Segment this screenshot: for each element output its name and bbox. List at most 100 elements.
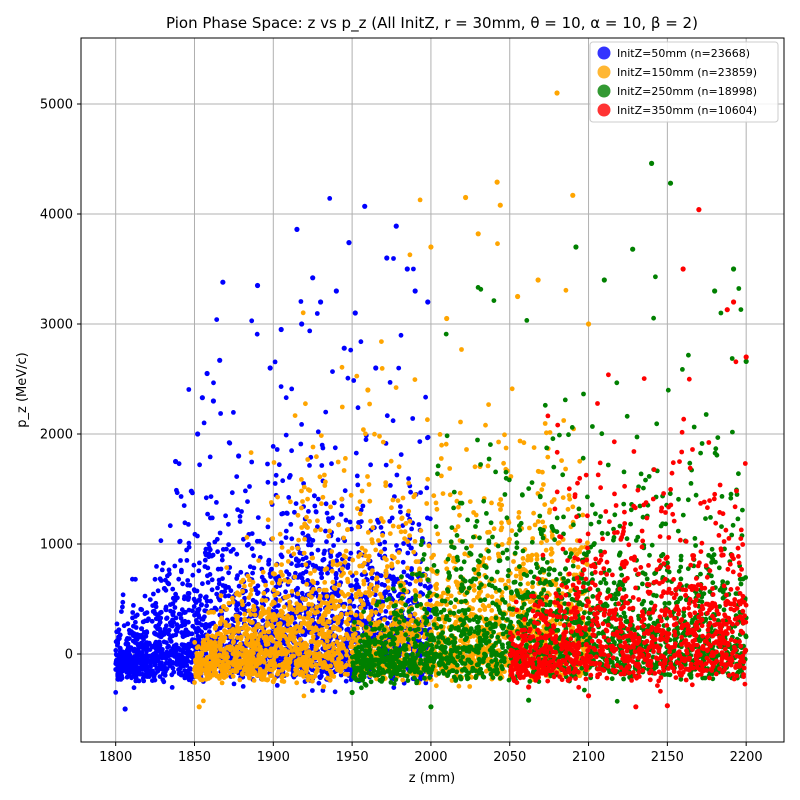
scatter-point: [400, 677, 406, 683]
scatter-point: [326, 518, 332, 524]
scatter-point: [237, 519, 243, 524]
scatter-point: [261, 590, 267, 596]
scatter-point: [418, 528, 424, 533]
scatter-point: [146, 616, 151, 622]
scatter-point: [197, 560, 202, 566]
scatter-point: [332, 606, 338, 611]
scatter-point: [549, 533, 555, 538]
scatter-point: [300, 499, 305, 504]
scatter-point: [151, 651, 157, 657]
scatter-point: [218, 636, 224, 642]
scatter-point: [124, 637, 129, 643]
scatter-point: [400, 495, 406, 501]
scatter-point: [348, 550, 354, 556]
scatter-point: [452, 604, 458, 610]
scatter-point: [302, 605, 308, 611]
scatter-point: [390, 497, 396, 503]
scatter-point: [185, 597, 191, 602]
scatter-point: [194, 656, 200, 662]
scatter-point: [347, 519, 353, 525]
scatter-point: [329, 549, 335, 554]
scatter-point: [139, 664, 144, 669]
scatter-point: [486, 402, 491, 407]
scatter-point: [369, 575, 375, 581]
scatter-point: [265, 479, 271, 485]
scatter-point: [348, 347, 354, 353]
scatter-point: [298, 441, 304, 447]
scatter-point: [520, 556, 526, 561]
scatter-point: [199, 650, 205, 656]
scatter-point: [266, 561, 271, 567]
scatter-point: [396, 550, 402, 555]
scatter-point: [234, 607, 240, 613]
scatter-point: [159, 649, 165, 655]
scatter-point: [129, 666, 135, 671]
scatter-point: [206, 541, 212, 547]
scatter-point: [547, 510, 552, 515]
scatter-point: [218, 593, 224, 599]
scatter-point: [385, 578, 391, 584]
scatter-point: [208, 598, 214, 604]
scatter-point: [291, 551, 297, 557]
scatter-point: [292, 413, 298, 418]
scatter-point: [282, 647, 288, 653]
scatter-point: [398, 504, 403, 509]
scatter-point: [190, 572, 196, 578]
scatter-point: [230, 640, 236, 645]
scatter-point: [354, 582, 360, 587]
scatter-point: [378, 608, 384, 614]
scatter-point: [306, 601, 312, 607]
scatter-point: [294, 601, 300, 606]
scatter-point: [214, 673, 220, 679]
scatter-point: [387, 380, 393, 385]
scatter-point: [388, 483, 393, 488]
scatter-point: [327, 634, 332, 639]
scatter-point: [354, 373, 360, 379]
scatter-point: [359, 614, 364, 620]
scatter-point: [139, 626, 145, 631]
scatter-point: [218, 608, 224, 614]
scatter-point: [135, 670, 141, 676]
scatter-point: [140, 671, 146, 677]
scatter-point: [113, 648, 119, 653]
scatter-point: [303, 401, 308, 407]
scatter-point: [262, 610, 268, 616]
scatter-point: [343, 548, 349, 554]
scatter-point: [164, 616, 169, 621]
scatter-point: [271, 611, 277, 617]
scatter-point: [173, 652, 179, 658]
scatter-point: [303, 555, 309, 561]
scatter-point: [407, 518, 413, 524]
scatter-point: [207, 454, 213, 460]
scatter-point: [286, 572, 292, 577]
scatter-point: [390, 523, 396, 529]
scatter-point: [202, 557, 208, 563]
scatter-point: [343, 678, 349, 684]
scatter-point: [339, 503, 345, 509]
scatter-point: [191, 604, 197, 609]
scatter-point: [482, 607, 488, 612]
scatter-point: [295, 585, 300, 591]
scatter-point: [279, 540, 284, 546]
scatter-point: [405, 550, 411, 556]
scatter-point: [335, 647, 341, 653]
scatter-point: [133, 576, 138, 582]
scatter-point: [310, 638, 315, 644]
scatter-point: [263, 582, 268, 588]
scatter-point: [208, 515, 213, 521]
scatter-point: [351, 378, 357, 383]
scatter-point: [527, 525, 532, 531]
scatter-point: [486, 555, 492, 561]
scatter-point: [234, 646, 240, 652]
scatter-point: [358, 592, 363, 598]
scatter-point: [549, 499, 555, 505]
scatter-point: [294, 670, 300, 675]
scatter-point: [196, 614, 202, 620]
scatter-point: [384, 413, 390, 419]
scatter-point: [255, 515, 261, 520]
scatter-point: [259, 574, 265, 580]
scatter-point: [373, 588, 379, 593]
scatter-point: [133, 636, 139, 642]
scatter-point: [355, 541, 361, 547]
scatter-point: [173, 615, 179, 621]
